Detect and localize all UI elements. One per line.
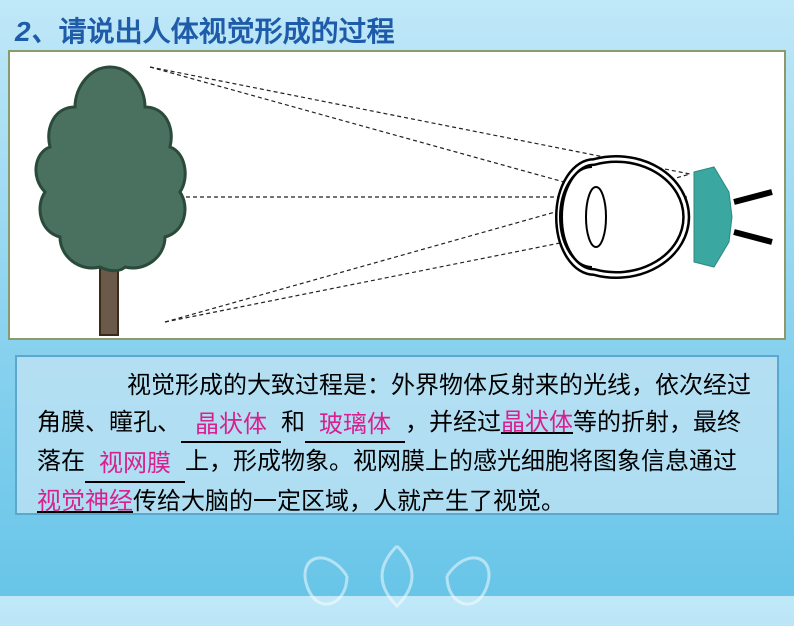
fill-1: 晶状体 xyxy=(195,411,267,438)
eye-diagram-icon xyxy=(554,132,774,302)
fill-4: 视网膜 xyxy=(99,450,171,477)
tree-icon xyxy=(20,57,200,337)
explanation-text: 视觉形成的大致过程是：外界物体反射来的光线，依次经过角膜、瞳孔、晶状体和玻璃体，… xyxy=(15,355,779,515)
diagram-container xyxy=(8,50,786,340)
fill-2: 玻璃体 xyxy=(319,411,391,438)
title-text: 请说出人体视觉形成的过程 xyxy=(59,16,395,47)
text-seg-3: ，并经过 xyxy=(405,409,501,436)
blank-1: 晶状体 xyxy=(181,404,281,443)
blank-4: 视网膜 xyxy=(85,443,185,482)
fill-3: 晶状体 xyxy=(501,409,573,436)
text-seg-6: 传给大脑的一定区域，人就产生了视觉。 xyxy=(133,488,565,515)
fill-5: 视觉神经 xyxy=(37,488,133,515)
slide-title: 2、请说出人体视觉形成的过程 xyxy=(15,10,395,50)
decorative-ornament-icon xyxy=(247,526,547,626)
title-number: 2、 xyxy=(15,16,59,47)
text-seg-2: 和 xyxy=(281,409,305,436)
text-seg-5: 上，形成物象。视网膜上的感光细胞将图象信息通过 xyxy=(185,448,737,475)
blank-2: 玻璃体 xyxy=(305,404,405,443)
